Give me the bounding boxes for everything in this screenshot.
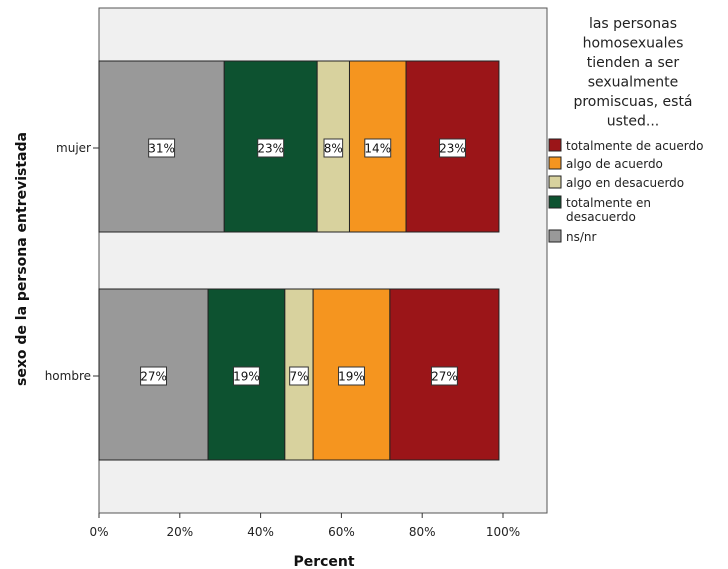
data-label: 23% [257,142,284,156]
legend-label: algo en desacuerdo [566,176,684,190]
data-label: 27% [431,370,458,384]
legend-label: desacuerdo [566,210,636,224]
data-label-box [233,366,260,386]
data-label-box [439,138,466,158]
data-label-box [140,366,167,386]
x-tick-label: 80% [409,525,436,539]
data-label: 23% [439,142,466,156]
data-label: 14% [364,142,391,156]
data-label-box [323,138,344,158]
y-axis-title: sexo de la persona entrevistada [14,132,30,386]
legend-title-line: homosexuales [583,36,684,52]
x-axis-title: Percent [293,554,354,569]
legend-label: totalmente en [566,196,651,210]
legend-swatch [548,195,562,209]
y-tick-label: hombre [45,369,91,383]
legend-title-line: sexualmente [588,75,679,91]
legend-title: las personas homosexuales tienden a ser sex… [573,16,692,130]
data-label-box [148,138,176,158]
data-label: 19% [233,370,260,384]
x-tick-label: 60% [328,525,355,539]
x-axis: 0% 20% 40% 60% 80% 100% [89,513,520,539]
legend-label: totalmente de acuerdo [566,139,703,153]
legend-swatch [548,156,562,170]
x-tick-label: 20% [166,525,193,539]
data-label: 31% [148,142,175,156]
legend-title-line: promiscuas, está [573,94,692,110]
data-label-box [257,138,285,158]
data-label: 19% [338,370,365,384]
legend-swatch [548,138,562,152]
y-axis: mujer hombre [45,141,99,383]
data-label: 7% [289,370,308,384]
x-tick-label: 100% [486,525,520,539]
legend-title-line: tienden a ser [587,55,680,71]
data-label-box [338,366,365,386]
legend-label: algo de acuerdo [566,157,663,171]
data-label-box [364,138,392,158]
legend-swatch [548,229,562,243]
legend: totalmente de acuerdo algo de acuerdo algo… [548,138,703,244]
x-tick-label: 0% [89,525,108,539]
x-tick-label: 40% [247,525,274,539]
legend-swatch [548,175,562,189]
data-label: 8% [324,142,343,156]
legend-title-line: las personas [589,16,677,32]
legend-label: ns/nr [566,230,597,244]
data-label: 27% [140,370,167,384]
y-tick-label: mujer [56,141,91,155]
data-label-box [289,366,309,386]
bars-group: 31% 23% 8% 14% 23% 27% 19% 7% 19% 27% [98,60,500,461]
data-label-box [430,366,458,386]
legend-title-line: usted... [607,114,660,130]
